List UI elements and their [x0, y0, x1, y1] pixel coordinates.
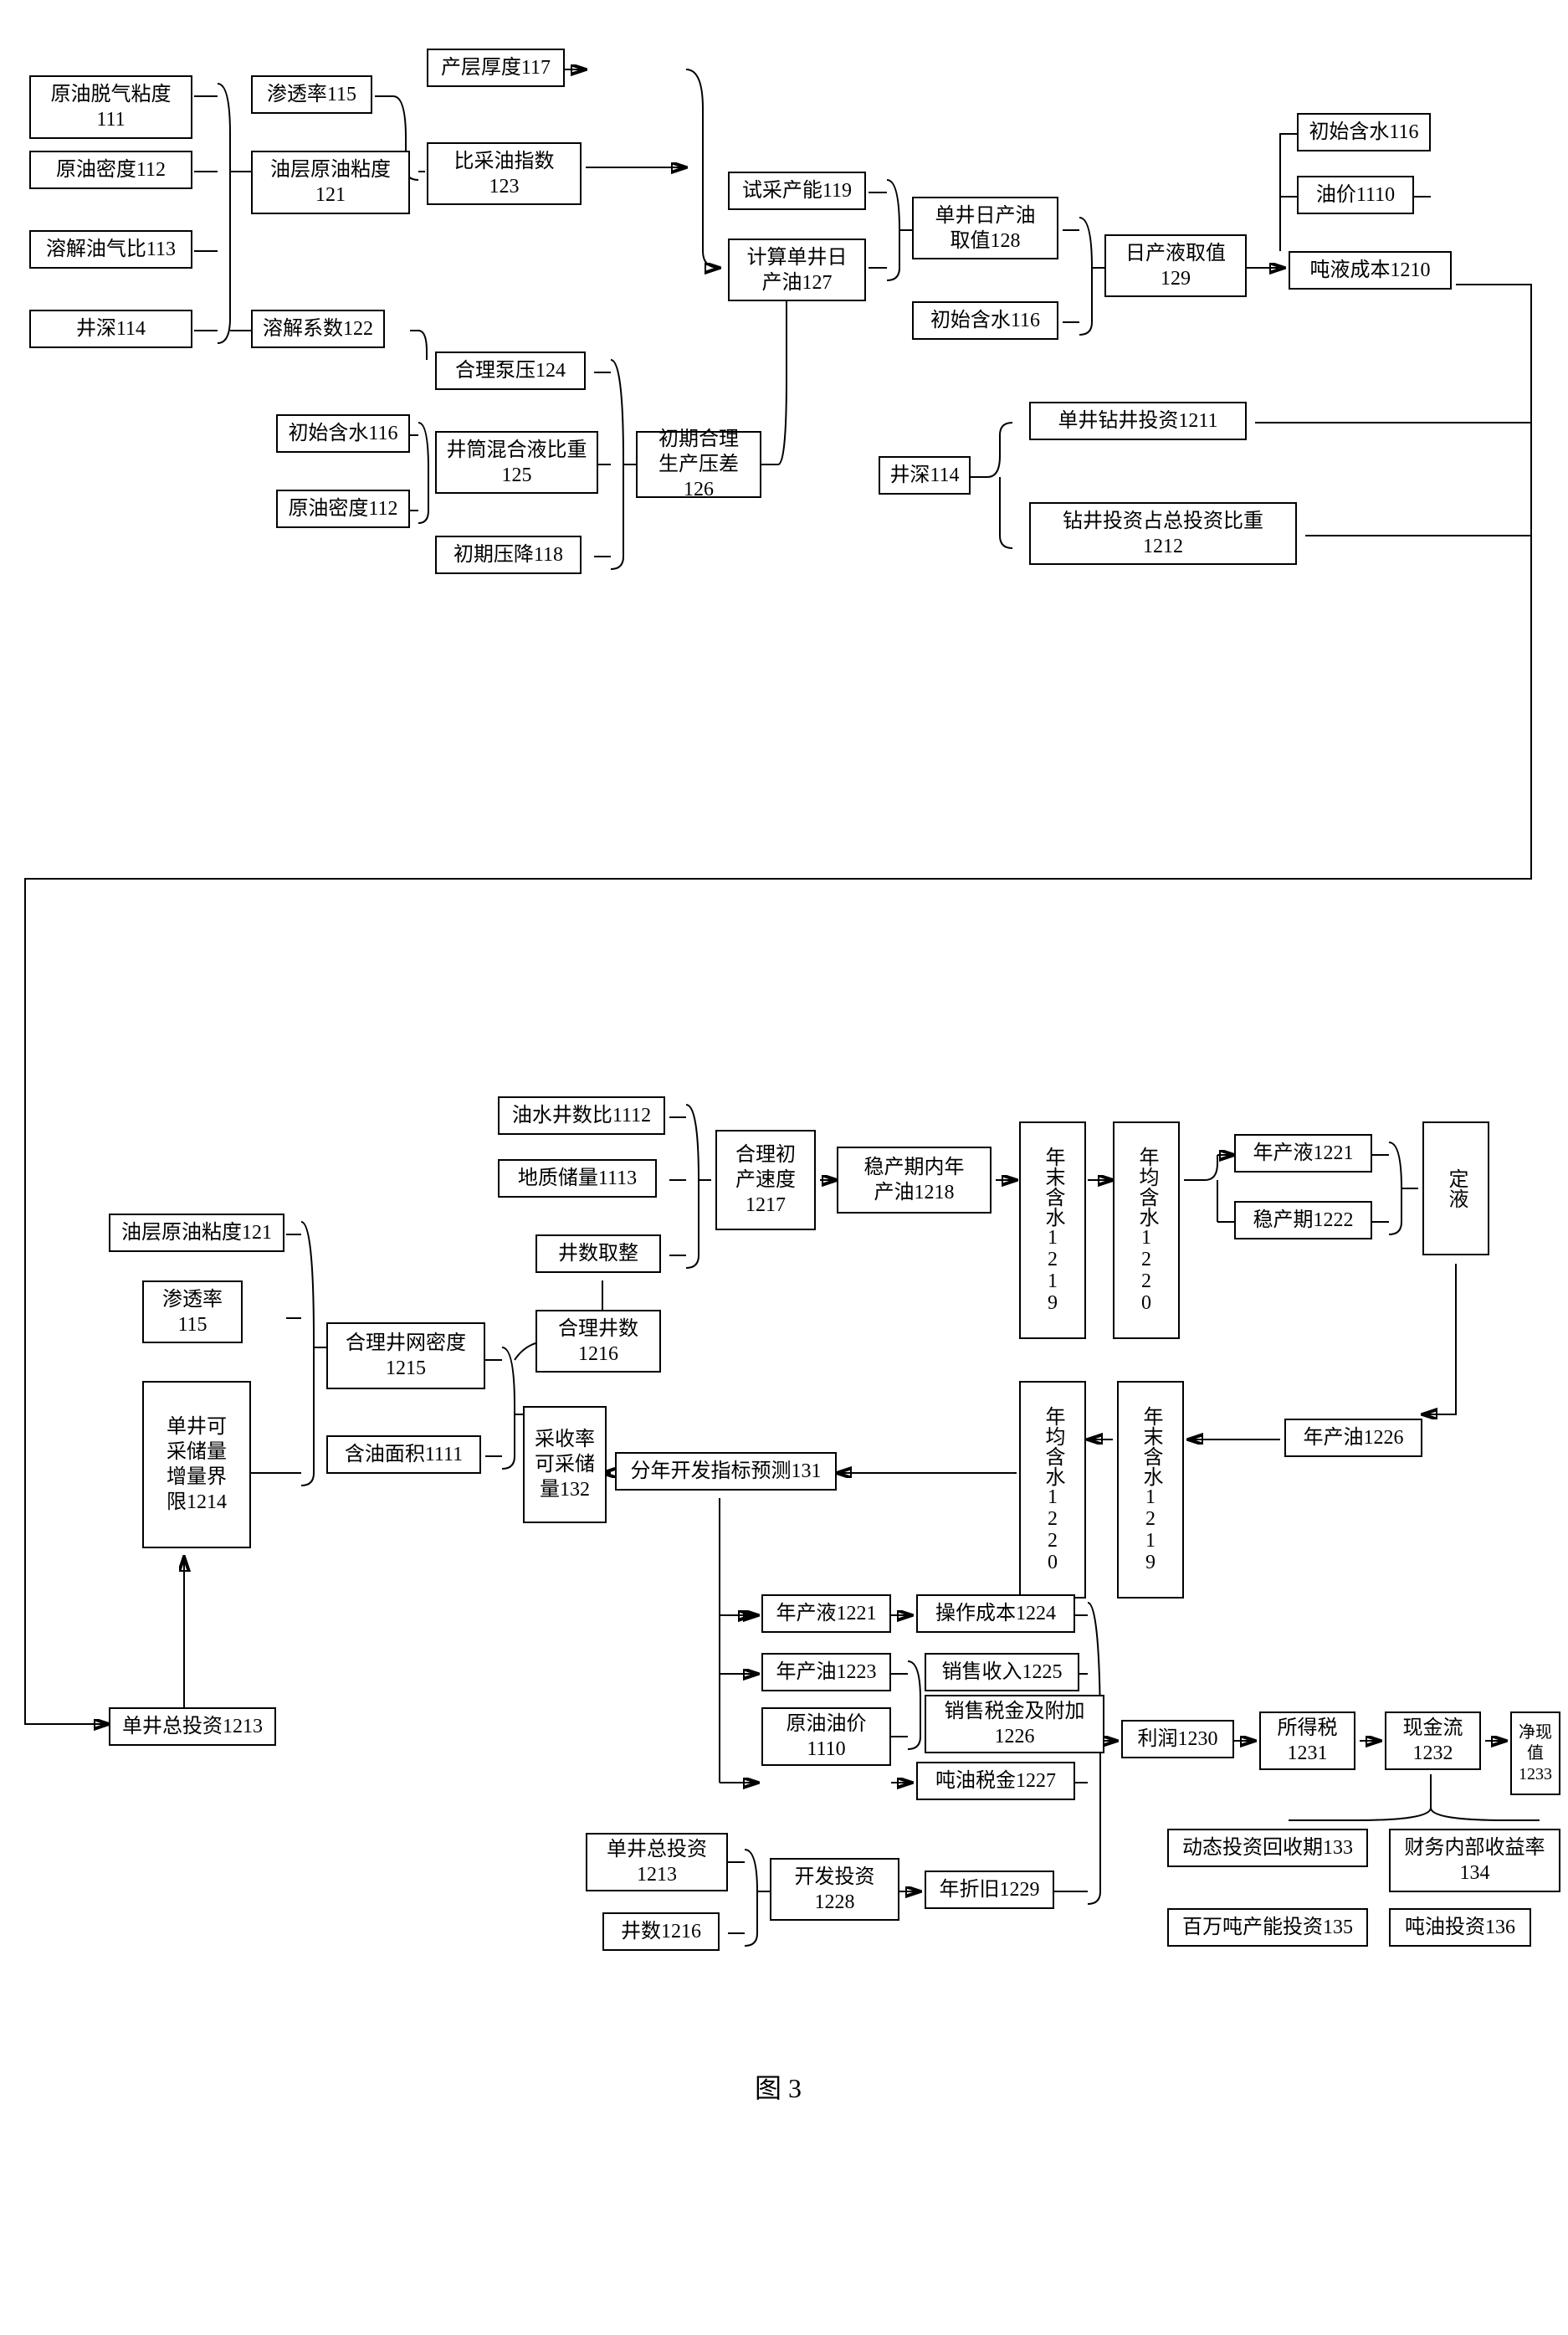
- node-1216: 合理井数1216: [535, 1310, 661, 1373]
- node-1222: 稳产期1222: [1234, 1201, 1372, 1239]
- node-119: 试采产能119: [728, 172, 866, 210]
- node-fix-text: 定液: [1443, 1168, 1468, 1209]
- node-1113: 地质储量1113: [498, 1159, 657, 1198]
- node-124: 合理泵压124: [435, 352, 586, 390]
- node-116c: 初始含水116: [1297, 113, 1431, 151]
- node-1112: 油水井数比1112: [498, 1096, 665, 1135]
- node-1219b-text: 年末含水1219: [1138, 1406, 1163, 1573]
- node-129: 日产液取值129: [1104, 234, 1247, 297]
- node-1217: 合理初产速度1217: [715, 1130, 816, 1230]
- node-1229: 年折旧1229: [925, 1871, 1054, 1909]
- node-128: 单井日产油取值128: [912, 197, 1058, 259]
- node-127: 计算单井日产油127: [728, 239, 866, 301]
- node-1233: 净现值1233: [1510, 1711, 1560, 1795]
- node-1220: 年均含水1220: [1113, 1121, 1180, 1339]
- node-1210: 吨液成本1210: [1289, 251, 1452, 290]
- node-112b: 原油密度112: [276, 490, 410, 528]
- node-1228: 开发投资1228: [770, 1858, 899, 1921]
- node-trim: 井数取整: [535, 1234, 661, 1273]
- node-122: 溶解系数122: [251, 310, 385, 348]
- node-1223: 年产油1223: [761, 1653, 891, 1691]
- node-116b: 初始含水116: [912, 301, 1058, 340]
- node-1231: 所得税1231: [1259, 1711, 1355, 1770]
- node-133: 动态投资回收期133: [1167, 1829, 1368, 1867]
- node-1213: 单井总投资1213: [109, 1707, 276, 1746]
- node-132: 采收率可采储量132: [523, 1406, 607, 1523]
- figure-label: 图 3: [728, 2067, 828, 2106]
- node-1224: 操作成本1224: [916, 1594, 1075, 1633]
- node-1226: 年产油1226: [1284, 1419, 1422, 1457]
- node-fix: 定液: [1422, 1121, 1489, 1255]
- node-116: 初始含水116: [276, 414, 410, 453]
- node-1233-text: 净现值1233: [1519, 1722, 1552, 1785]
- node-1218: 稳产期内年产油1218: [837, 1147, 992, 1214]
- node-134: 财务内部收益率134: [1389, 1829, 1560, 1892]
- node-112: 原油密度112: [29, 151, 192, 189]
- node-117: 产层厚度117: [427, 49, 565, 87]
- node-1215: 合理井网密度1215: [326, 1322, 485, 1389]
- node-123: 比采油指数123: [427, 142, 582, 205]
- node-111: 原油脱气粘度111: [29, 75, 192, 139]
- node-1220-text: 年均含水1220: [1134, 1147, 1159, 1314]
- node-114b: 井深114: [879, 456, 971, 495]
- node-1232: 现金流1232: [1385, 1711, 1481, 1770]
- node-1220b-text: 年均含水1220: [1040, 1406, 1065, 1573]
- node-1214: 单井可采储量增量界限1214: [142, 1381, 251, 1548]
- node-1213b: 单井总投资1213: [586, 1833, 728, 1891]
- node-113: 溶解油气比113: [29, 230, 192, 269]
- node-121b: 油层原油粘度121: [109, 1214, 284, 1252]
- node-114: 井深114: [29, 310, 192, 348]
- node-1219b: 年末含水1219: [1117, 1381, 1184, 1599]
- node-126: 初期合理生产压差126: [636, 431, 761, 498]
- node-136: 吨油投资136: [1389, 1908, 1531, 1947]
- node-115b: 渗透率115: [142, 1280, 243, 1343]
- node-1225: 销售收入1225: [925, 1653, 1079, 1691]
- node-1110: 油价1110: [1297, 176, 1414, 214]
- node-1221b: 年产液1221: [761, 1594, 891, 1633]
- node-1212: 钻井投资占总投资比重1212: [1029, 502, 1297, 565]
- node-1226b: 销售税金及附加1226: [925, 1695, 1104, 1753]
- node-121: 油层原油粘度121: [251, 151, 410, 214]
- node-125: 井筒混合液比重125: [435, 431, 598, 494]
- node-118: 初期压降118: [435, 536, 582, 574]
- node-1219: 年末含水1219: [1019, 1121, 1086, 1339]
- node-1219-text: 年末含水1219: [1040, 1147, 1065, 1314]
- node-1111: 含油面积1111: [326, 1435, 481, 1474]
- diagram-canvas: 原油脱气粘度111 原油密度112 溶解油气比113 井深114 渗透率115 …: [0, 0, 1568, 2335]
- node-131: 分年开发指标预测131: [615, 1452, 837, 1491]
- node-135: 百万吨产能投资135: [1167, 1908, 1368, 1947]
- node-1221: 年产液1221: [1234, 1134, 1372, 1173]
- node-1211: 单井钻井投资1211: [1029, 402, 1247, 440]
- node-1216b: 井数1216: [602, 1912, 720, 1951]
- node-1230: 利润1230: [1121, 1720, 1234, 1758]
- node-1220b: 年均含水1220: [1019, 1381, 1086, 1599]
- node-115: 渗透率115: [251, 75, 372, 114]
- node-1227: 吨油税金1227: [916, 1762, 1075, 1800]
- node-1110b: 原油油价1110: [761, 1707, 891, 1766]
